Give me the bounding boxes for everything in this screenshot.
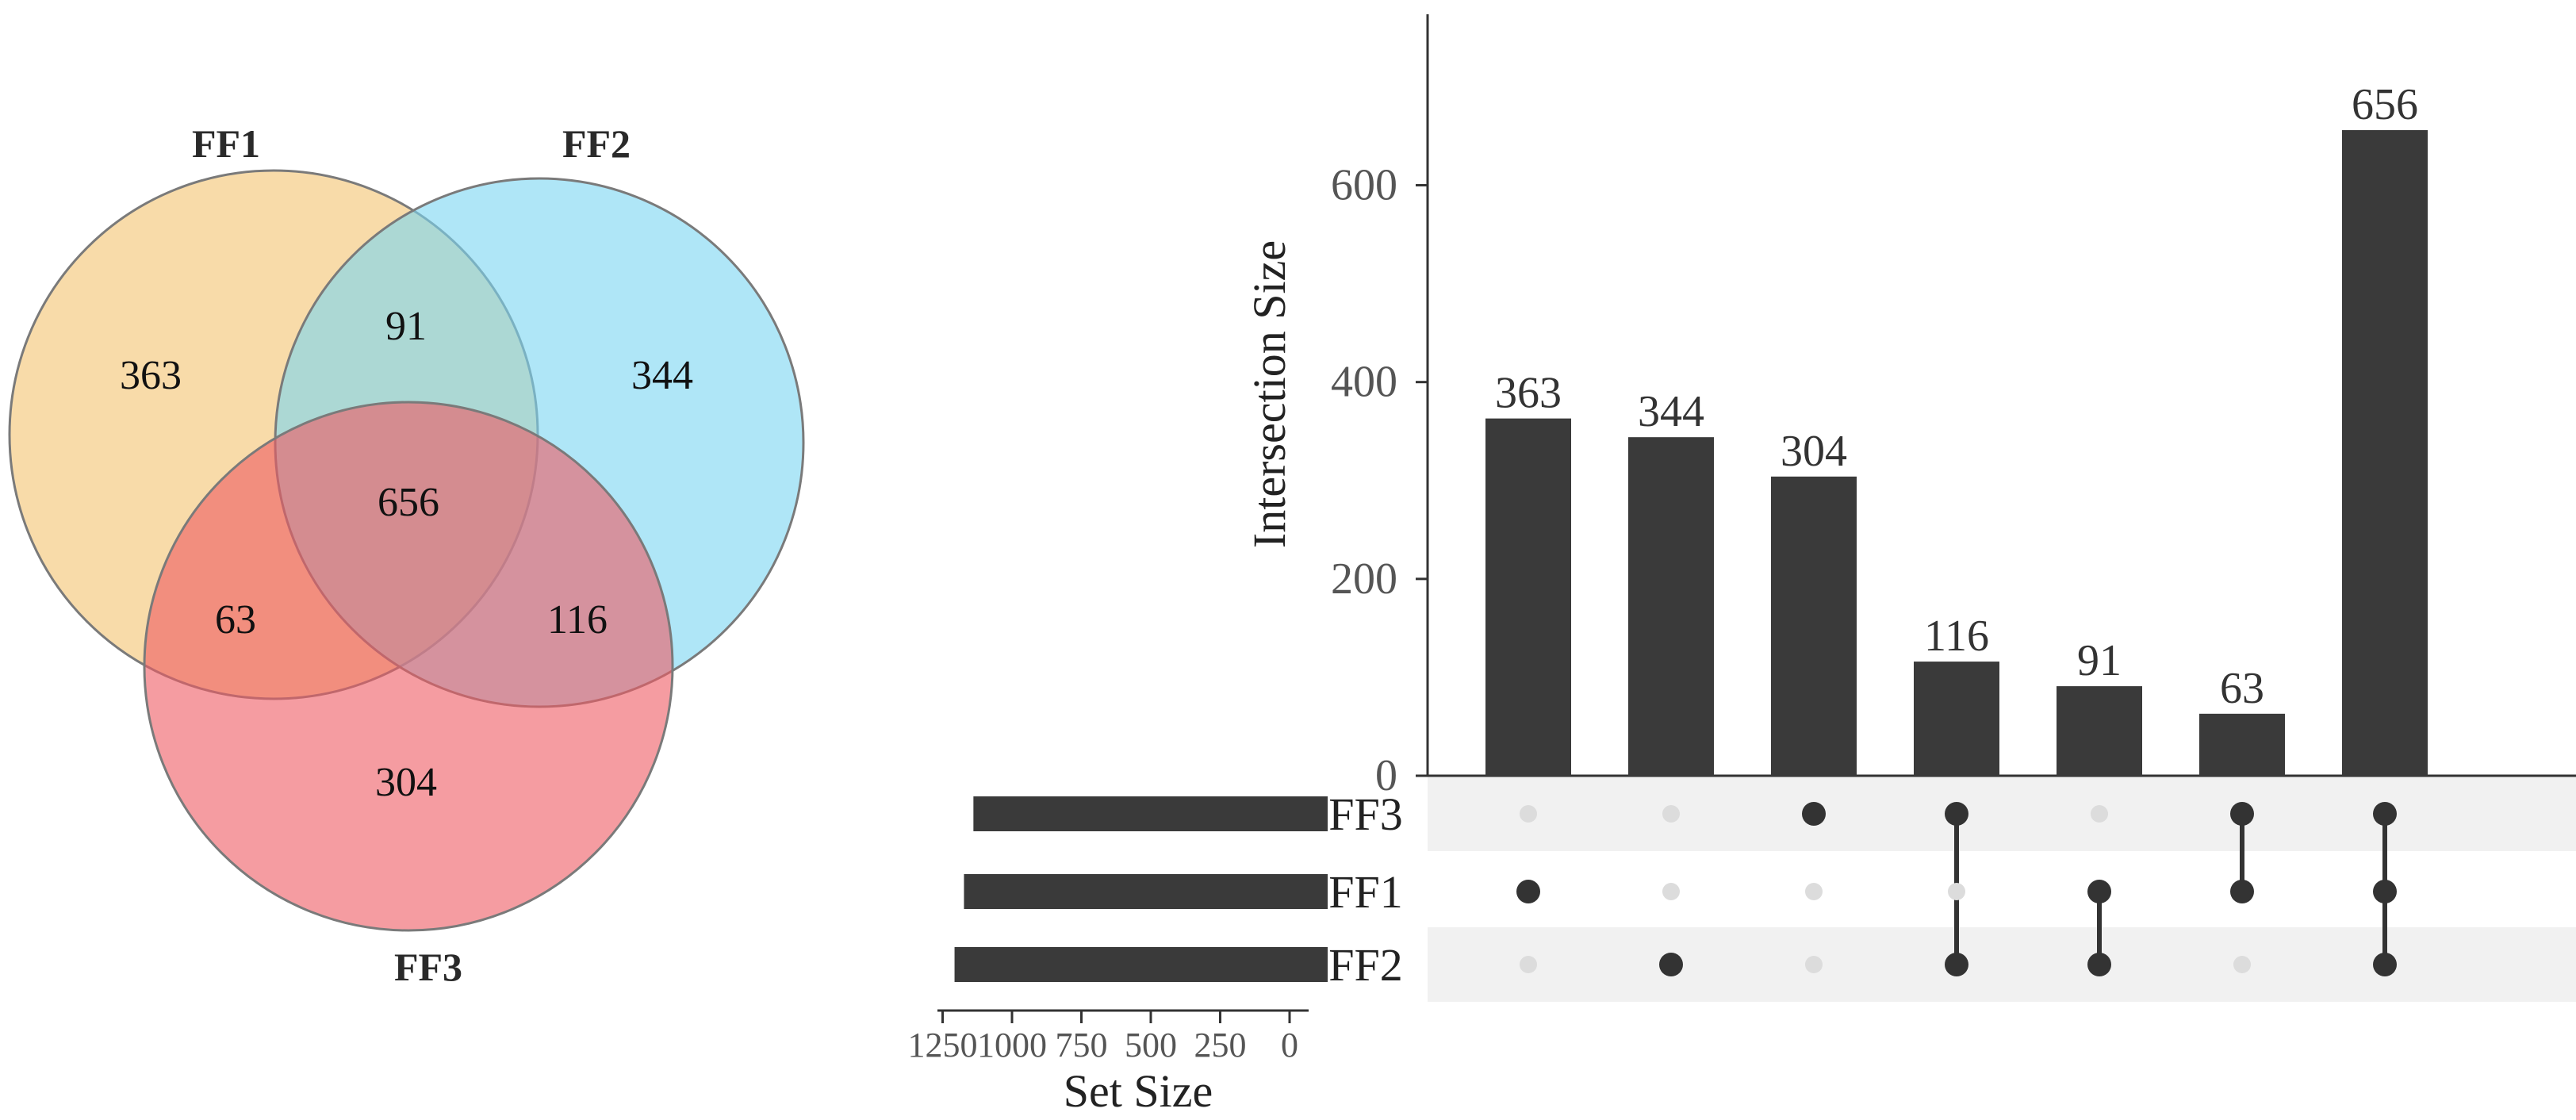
y-axis-title: Intersection Size [1244,240,1295,548]
set-size-tick-label: 1250 [908,1026,978,1064]
intersection-bar [2342,130,2428,776]
matrix-dot-active [1945,953,1968,976]
matrix-dot-inactive [2091,805,2108,823]
matrix-dot-active [1516,880,1540,903]
set-size-bar [954,947,1328,982]
venn-region-ff1-ff2: 91 [385,304,427,349]
venn-circle-ff3 [143,401,674,932]
set-size-bar [973,796,1328,831]
matrix-dot-active [1659,953,1683,976]
matrix-dot-active [1802,802,1826,826]
venn-region-ff1-only: 363 [120,353,182,398]
intersection-bar-label: 344 [1638,387,1704,436]
matrix-dot-inactive [1520,956,1537,973]
matrix-dot-active [1945,802,1968,826]
intersection-bar [2057,686,2142,776]
set-size-tick-label: 1000 [977,1026,1047,1064]
matrix-dot-inactive [1662,805,1680,823]
intersection-bar [1914,662,1999,776]
venn-region-ff3-only: 304 [375,760,437,805]
matrix-dot-active [2087,953,2111,976]
venn-region-ff1-ff3: 63 [215,597,256,642]
matrix-row-label: FF2 [1328,939,1403,991]
venn-region-all: 656 [378,480,439,525]
matrix-dot-active [2373,880,2397,903]
venn-region-ff2-only: 344 [631,353,693,398]
intersection-bar-label: 363 [1495,369,1562,418]
matrix-row-label: FF1 [1328,866,1403,918]
y-tick-label: 0 [1375,751,1397,800]
y-axis-ticks: 0 200 400 600 [1331,161,1428,800]
intersection-bar-label: 304 [1781,427,1847,476]
intersection-bar-labels: 363 344 304 116 91 63 656 [1495,80,2418,713]
matrix-row-bg [1428,777,2576,851]
set-size-ticks: 1250 1000 750 500 250 0 [908,1011,1298,1064]
intersection-bar [1628,437,1714,776]
matrix-background [1428,777,2576,1002]
matrix-dot-inactive [1948,883,1965,900]
venn-set-label-ff1: FF1 [192,121,260,166]
matrix-dot-inactive [1662,883,1680,900]
matrix-dot-active [2373,953,2397,976]
venn-diagram: FF1 FF2 FF3 363 344 304 91 63 116 656 [8,121,805,989]
intersection-bar [2199,713,2285,776]
matrix-dot-active [2373,802,2397,826]
intersection-bar-label: 656 [2352,80,2418,129]
venn-set-label-ff3: FF3 [394,945,462,989]
matrix-row-labels: FF3 FF1 FF2 [1328,788,1403,991]
matrix-dot-active [2230,802,2254,826]
upset-plot: 0 200 400 600 Intersection Size 363 344 304 11… [908,14,2576,1117]
intersection-bar-label: 63 [2220,664,2264,713]
y-tick-label: 200 [1331,554,1397,604]
matrix-dot-active [2230,880,2254,903]
matrix-dot-active [2087,880,2111,903]
matrix-row-bg [1428,927,2576,1002]
venn-region-ff2-ff3: 116 [547,597,608,642]
intersection-bar-label: 116 [1924,612,1989,661]
set-size-bars [954,796,1328,982]
set-size-tick-label: 500 [1125,1026,1177,1064]
set-size-axis-title: Set Size [1064,1065,1213,1117]
matrix-dot-inactive [2233,956,2251,973]
matrix-row-label: FF3 [1328,788,1403,840]
intersection-bar-label: 91 [2077,636,2122,685]
set-size-tick-label: 0 [1281,1026,1298,1064]
set-size-tick-label: 250 [1194,1026,1247,1064]
intersection-bar [1771,476,1857,776]
intersection-bars [1485,130,2428,776]
matrix-dot-inactive [1520,805,1537,823]
venn-set-label-ff2: FF2 [562,121,631,166]
y-tick-label: 400 [1331,358,1397,407]
intersection-bar [1485,418,1571,776]
intersection-matrix [1516,802,2397,976]
set-size-bar [964,874,1328,909]
y-tick-label: 600 [1331,161,1397,210]
matrix-dot-inactive [1805,956,1823,973]
matrix-dot-inactive [1805,883,1823,900]
set-size-tick-label: 750 [1056,1026,1108,1064]
